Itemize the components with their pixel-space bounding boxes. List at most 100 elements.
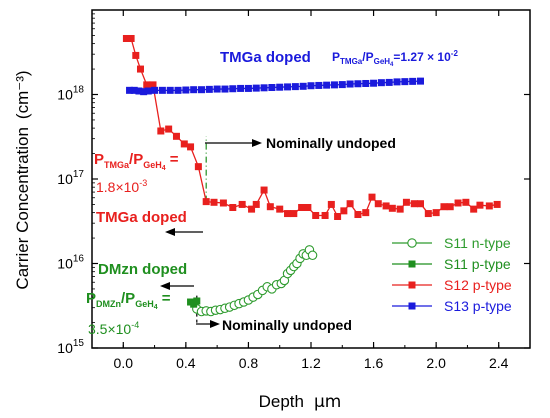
y-axis-title: Carrier Concentration(cm⁻³) xyxy=(13,70,32,289)
x-tick-label: 2.0 xyxy=(426,355,446,371)
data-point xyxy=(194,163,202,171)
data-point xyxy=(182,86,190,94)
data-point xyxy=(122,34,130,42)
data-point xyxy=(354,211,362,219)
data-point xyxy=(193,297,201,305)
legend-item: S12 p-type xyxy=(392,277,512,293)
data-point xyxy=(166,86,174,94)
legend-label: S13 p-type xyxy=(444,298,512,314)
data-point xyxy=(149,81,157,89)
data-point xyxy=(340,207,348,215)
svg-text:1.8×10-3: 1.8×10-3 xyxy=(96,178,147,195)
data-point xyxy=(299,82,307,90)
data-point xyxy=(238,200,246,208)
annotation-dmzn-doped: DMzn doped xyxy=(98,261,187,278)
data-point xyxy=(198,86,205,94)
annotation-nominally-undoped-2: Nominally undoped xyxy=(222,317,352,333)
annotation-tmga-doped-top: TMGa doped PTMGa/PGeH4=1.27 × 10-2 xyxy=(220,49,458,68)
svg-text:TMGa doped: TMGa doped xyxy=(220,49,311,66)
data-point xyxy=(485,202,493,210)
data-point xyxy=(260,186,268,194)
legend-item: S13 p-type xyxy=(392,298,512,314)
legend-item: S11 p-type xyxy=(392,256,511,272)
legend-label: S12 p-type xyxy=(444,277,512,293)
data-point xyxy=(374,200,382,208)
data-point xyxy=(321,211,329,219)
data-point xyxy=(493,200,501,208)
data-point xyxy=(174,86,182,94)
data-point xyxy=(362,79,370,87)
data-point xyxy=(157,127,165,135)
series-s13-p-type xyxy=(126,77,424,96)
data-point xyxy=(252,84,260,92)
data-point xyxy=(440,203,448,211)
data-point xyxy=(304,203,312,211)
data-point xyxy=(385,78,393,86)
data-point xyxy=(130,86,138,94)
y-tick-label: 1017 xyxy=(57,169,84,187)
data-point xyxy=(180,140,188,148)
data-point xyxy=(126,86,134,94)
x-tick-label: 0.4 xyxy=(176,355,196,371)
x-tick-label: 1.6 xyxy=(364,355,384,371)
data-point xyxy=(307,250,318,261)
annotation-nominally-undoped-1: Nominally undoped xyxy=(266,135,396,151)
legend-marker xyxy=(408,260,416,268)
data-point xyxy=(284,210,292,218)
data-point xyxy=(158,86,166,94)
data-point xyxy=(268,84,276,92)
data-point xyxy=(260,84,268,92)
svg-text:3.5×10-4: 3.5×10-4 xyxy=(88,320,139,337)
legend-marker xyxy=(408,281,416,289)
data-point xyxy=(219,199,227,207)
series-line xyxy=(126,37,498,218)
data-point xyxy=(151,86,159,94)
series-s11-p-type xyxy=(187,297,201,308)
data-point xyxy=(291,83,299,91)
annotation-ratio-s12: PTMGa/PGeH4 = 1.8×10-3 xyxy=(94,151,179,195)
legend-marker xyxy=(408,302,416,310)
data-point xyxy=(417,77,424,85)
arrow-nominally-undoped-2 xyxy=(196,320,220,328)
data-point xyxy=(417,200,424,208)
data-point xyxy=(334,212,342,220)
x-tick-label: 0.0 xyxy=(114,355,134,371)
data-point xyxy=(402,198,410,206)
legend: S11 n-type S11 p-type S12 p-type S13 p-type xyxy=(392,235,512,314)
x-axis-title: Depth μm xyxy=(259,392,342,412)
data-point xyxy=(323,81,331,89)
series-s12-p-type xyxy=(122,34,501,220)
data-point xyxy=(210,198,218,206)
data-point xyxy=(446,203,454,211)
data-point xyxy=(368,193,376,201)
x-tick-label: 1.2 xyxy=(301,355,321,371)
data-point xyxy=(362,209,370,217)
data-point xyxy=(190,86,198,94)
series-s11-n-type xyxy=(192,245,318,317)
data-point xyxy=(354,80,362,88)
data-point xyxy=(346,80,354,88)
data-point xyxy=(248,205,256,213)
data-point xyxy=(338,81,346,89)
data-point xyxy=(315,81,323,89)
data-point xyxy=(307,82,315,90)
data-point xyxy=(276,205,284,213)
data-point xyxy=(213,85,221,93)
data-point xyxy=(462,198,470,206)
data-point xyxy=(140,88,148,96)
data-point xyxy=(346,200,354,208)
data-point xyxy=(202,198,210,206)
svg-text:PDMZn/PGeH4 =: PDMZn/PGeH4 = xyxy=(86,290,171,311)
data-point xyxy=(172,132,180,140)
series-line xyxy=(129,80,421,93)
svg-text:PTMGa/PGeH4=1.27 × 10-2: PTMGa/PGeH4=1.27 × 10-2 xyxy=(332,49,458,68)
data-point xyxy=(221,85,229,93)
data-point xyxy=(143,81,151,89)
data-point xyxy=(237,84,245,92)
data-point xyxy=(205,85,213,93)
data-point xyxy=(135,87,143,95)
data-point xyxy=(298,203,306,211)
arrow-tmga-doped-red xyxy=(165,228,203,236)
data-point xyxy=(290,210,298,218)
